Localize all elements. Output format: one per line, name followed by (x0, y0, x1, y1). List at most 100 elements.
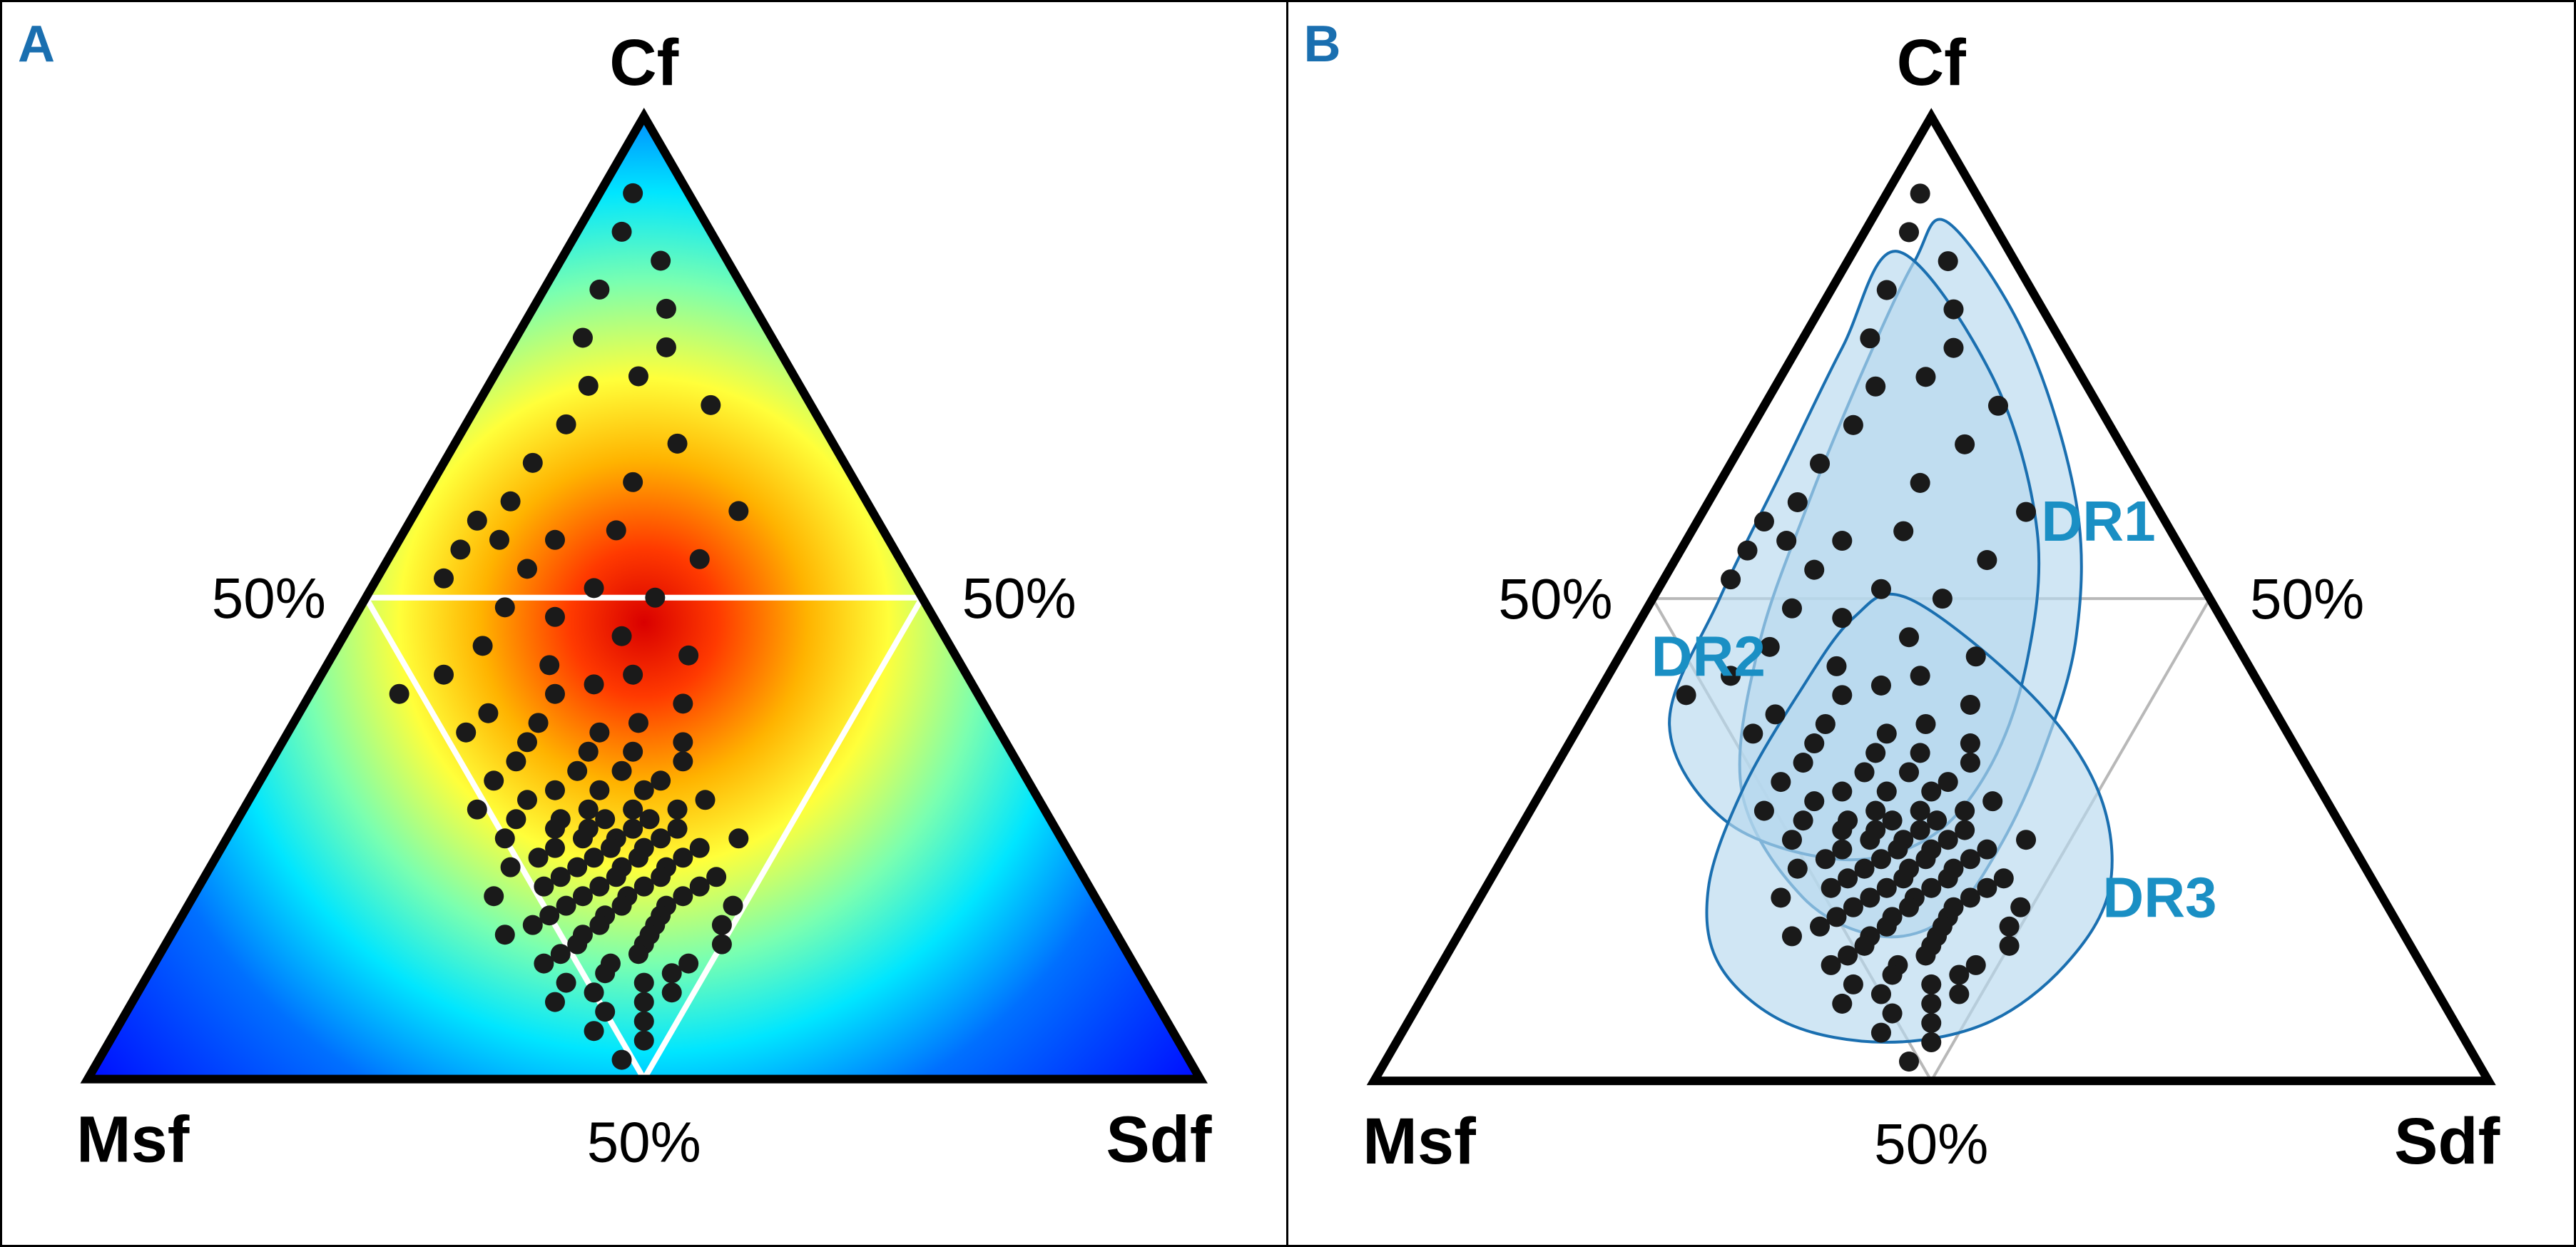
data-point (634, 973, 654, 993)
data-point (589, 877, 609, 897)
data-point (651, 828, 671, 848)
data-point (1993, 868, 2013, 888)
data-point (1843, 897, 1863, 917)
data-point (668, 819, 688, 839)
data-point (1915, 945, 1935, 965)
data-point (1915, 849, 1935, 869)
data-point (1876, 917, 1896, 937)
data-point (1999, 917, 2019, 937)
data-point (1921, 1032, 1941, 1052)
data-point (1915, 367, 1935, 387)
data-point (651, 251, 671, 271)
data-point (573, 828, 593, 848)
data-point (673, 848, 693, 867)
data-point (579, 742, 599, 762)
data-point (690, 549, 710, 569)
data-point (696, 790, 716, 810)
data-point (1898, 1052, 1918, 1072)
data-point (501, 492, 521, 511)
data-point (1776, 531, 1796, 551)
data-point (1910, 183, 1930, 203)
data-point (1882, 964, 1902, 984)
data-point (523, 453, 543, 473)
data-point (1843, 974, 1863, 994)
region-label-dr1: DR1 (2041, 489, 2155, 553)
data-point (1865, 801, 1885, 821)
data-point (1999, 936, 2019, 956)
data-point (551, 867, 571, 887)
data-point (673, 732, 693, 752)
mid-right-label: 50% (2249, 566, 2363, 631)
data-point (1838, 868, 1858, 888)
data-point (656, 299, 676, 319)
data-point (595, 809, 615, 829)
data-point (690, 838, 710, 858)
data-point (1787, 492, 1807, 512)
data-point (628, 944, 648, 964)
data-point (1898, 627, 1918, 647)
data-point (651, 770, 671, 790)
data-point (501, 857, 521, 877)
data-point (534, 877, 554, 897)
data-point (450, 539, 470, 559)
data-point (495, 828, 515, 848)
data-point (1826, 907, 1846, 927)
data-point (567, 761, 587, 781)
right-vertex-label: Sdf (1106, 1104, 1212, 1176)
data-point (623, 819, 643, 839)
data-point (1977, 550, 1997, 570)
data-point (1921, 1013, 1941, 1033)
data-point (529, 713, 549, 733)
data-point (1938, 251, 1958, 271)
data-point (1870, 1023, 1890, 1043)
data-point (712, 915, 732, 935)
data-point (701, 395, 721, 415)
data-point (623, 665, 643, 685)
data-point (1787, 859, 1807, 879)
data-point (1793, 810, 1813, 830)
data-point (1832, 840, 1852, 860)
data-point (584, 848, 604, 867)
panel-b: B DR1DR2DR3CfMsfSdf50%50%50% (1288, 2, 2575, 1245)
data-point (1815, 849, 1835, 869)
data-point (1910, 473, 1930, 493)
data-point (1815, 714, 1835, 734)
panel-a-plot: CfMsfSdf50%50%50% (2, 2, 1286, 1243)
data-point (1898, 897, 1918, 917)
data-point (1910, 801, 1930, 821)
data-point (1753, 511, 1773, 531)
data-point (589, 723, 609, 743)
data-point (651, 867, 671, 887)
data-point (434, 569, 454, 589)
data-point (1793, 753, 1813, 773)
data-point (584, 674, 604, 694)
data-point (506, 809, 526, 829)
data-point (517, 559, 537, 579)
data-point (1860, 328, 1880, 348)
data-point (1737, 541, 1757, 561)
data-point (1865, 743, 1885, 763)
data-point (623, 742, 643, 762)
data-point (606, 520, 626, 540)
data-point (579, 376, 599, 396)
data-point (595, 963, 615, 983)
data-point (634, 780, 654, 800)
left-vertex-label: Msf (76, 1104, 190, 1176)
data-point (678, 954, 698, 974)
data-point (1810, 917, 1830, 937)
data-point (1921, 878, 1941, 898)
data-point (1882, 810, 1902, 830)
panel-b-plot: DR1DR2DR3CfMsfSdf50%50%50% (1288, 2, 2575, 1245)
data-point (645, 588, 665, 608)
data-point (690, 877, 710, 897)
data-point (1965, 955, 1985, 975)
data-point (623, 800, 643, 820)
data-point (1804, 791, 1824, 811)
data-point (1977, 840, 1997, 860)
data-point (517, 790, 537, 810)
data-point (1870, 984, 1890, 1004)
data-point (1876, 723, 1896, 743)
data-point (1876, 878, 1896, 898)
data-point (1938, 830, 1958, 850)
data-point (1821, 955, 1841, 975)
